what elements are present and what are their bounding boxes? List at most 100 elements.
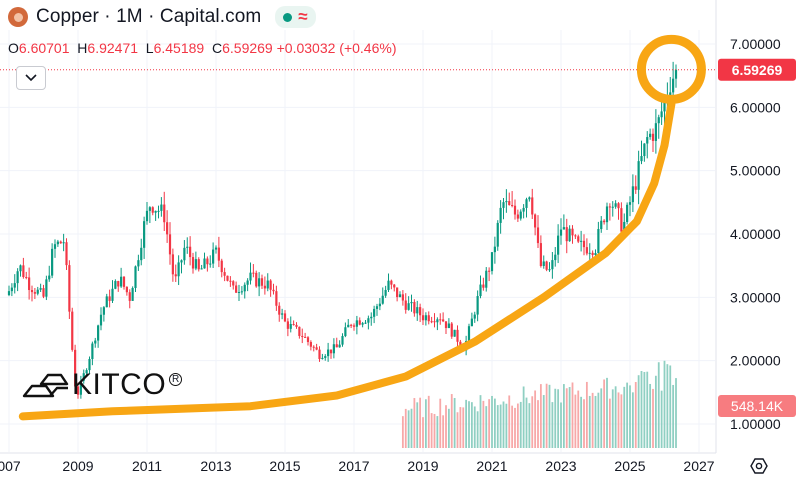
- candle-body: [473, 314, 476, 319]
- candle-body: [301, 335, 304, 337]
- candle-body: [321, 357, 324, 359]
- volume-bar: [620, 394, 623, 448]
- last-price-label: 6.59269: [732, 62, 783, 78]
- candle-body: [381, 295, 384, 304]
- candle-body: [292, 324, 295, 326]
- volume-bar: [663, 360, 666, 448]
- candle-body: [13, 283, 16, 288]
- candle-body: [358, 320, 361, 325]
- candle-body: [145, 210, 149, 222]
- time-tick-label: 2011: [132, 458, 162, 474]
- candle-body: [585, 247, 588, 254]
- highlight-circle-annotation: [636, 34, 706, 104]
- price-tick-label: 1.00000: [730, 416, 781, 432]
- copper-symbol-icon[interactable]: [8, 7, 28, 27]
- volume-bar: [450, 394, 453, 448]
- candle-body: [240, 291, 243, 293]
- volume-bar: [675, 378, 677, 448]
- candle-body: [97, 325, 100, 341]
- volume-bar: [514, 407, 516, 448]
- volume-bar: [453, 398, 456, 448]
- candle-body: [25, 277, 28, 279]
- candle-body: [10, 287, 13, 292]
- volume-bar: [407, 410, 410, 448]
- candle-body: [522, 207, 525, 212]
- candle-body: [637, 161, 640, 190]
- candle-body: [258, 278, 261, 287]
- candle-body: [516, 214, 519, 219]
- candle-body: [206, 258, 209, 265]
- candle-body: [19, 265, 22, 272]
- volume-bar: [401, 416, 404, 448]
- volume-bar: [534, 390, 537, 448]
- hexagon-settings-icon[interactable]: [750, 457, 768, 475]
- candle-body: [304, 336, 307, 338]
- candle-body: [137, 260, 140, 267]
- candle-body: [347, 324, 350, 328]
- volume-bar: [470, 402, 473, 448]
- volume-bar: [568, 387, 571, 448]
- price-tick-label: 7.00000: [730, 36, 781, 52]
- candle-body: [203, 258, 206, 269]
- market-status-badge[interactable]: ≈: [275, 6, 316, 28]
- kitco-logo: KITCO R: [22, 370, 183, 400]
- candle-body: [479, 284, 482, 297]
- candle-body: [588, 252, 591, 254]
- candle-body: [361, 323, 364, 325]
- volume-bar: [649, 383, 652, 448]
- change-value: +0.03032 (+0.46%): [276, 40, 397, 56]
- time-tick-label: 2013: [200, 458, 231, 474]
- candle-body: [318, 349, 321, 359]
- chevron-down-icon: [25, 74, 37, 82]
- volume-bar: [626, 382, 629, 448]
- candle-body: [223, 272, 226, 276]
- collapse-legend-button[interactable]: [16, 66, 46, 90]
- candle-body: [177, 262, 180, 277]
- volume-bar: [516, 403, 519, 448]
- candle-body: [212, 249, 215, 264]
- low-value: 6.45189: [153, 40, 205, 56]
- volume-bar: [611, 389, 614, 448]
- candle-body: [370, 316, 373, 319]
- candle-body: [393, 284, 396, 288]
- candle-body: [266, 280, 269, 289]
- candle-body: [249, 272, 252, 281]
- candle-body: [582, 240, 586, 248]
- gold-bars-icon: [22, 373, 69, 398]
- candle-body: [122, 276, 126, 287]
- candle-body: [378, 303, 381, 307]
- candle-body: [505, 201, 508, 203]
- candle-body: [649, 133, 652, 138]
- volume-bar: [608, 398, 611, 448]
- candle-body: [640, 156, 643, 162]
- volume-bar: [606, 377, 608, 448]
- candle-body: [410, 302, 413, 304]
- volume-bar: [654, 375, 657, 448]
- volume-bar: [473, 406, 476, 448]
- candle-body: [235, 285, 238, 293]
- chart-title[interactable]: Copper · 1M · Capital.com: [36, 6, 262, 27]
- candle-body: [7, 291, 11, 296]
- ohlc-legend: O6.60701 H6.92471 L6.45189 C6.59269 +0.0…: [8, 40, 396, 56]
- candle-body: [166, 222, 169, 235]
- candle-body: [260, 278, 264, 286]
- candle-body: [125, 286, 128, 293]
- candle-body: [490, 252, 494, 272]
- candle-body: [200, 268, 203, 270]
- candle-body: [344, 327, 347, 337]
- volume-bar: [594, 395, 597, 448]
- volume-bar: [542, 395, 545, 448]
- volume-bar: [585, 381, 588, 448]
- candle-body: [485, 270, 488, 288]
- volume-bar: [422, 417, 424, 448]
- volume-bar: [539, 384, 542, 448]
- candle-body: [634, 186, 637, 190]
- last-price-tag: [718, 58, 796, 81]
- candle-body: [191, 257, 195, 269]
- volume-bar: [499, 404, 502, 448]
- candle-body: [565, 227, 568, 242]
- candle-body: [209, 263, 212, 265]
- candle-body: [105, 296, 108, 308]
